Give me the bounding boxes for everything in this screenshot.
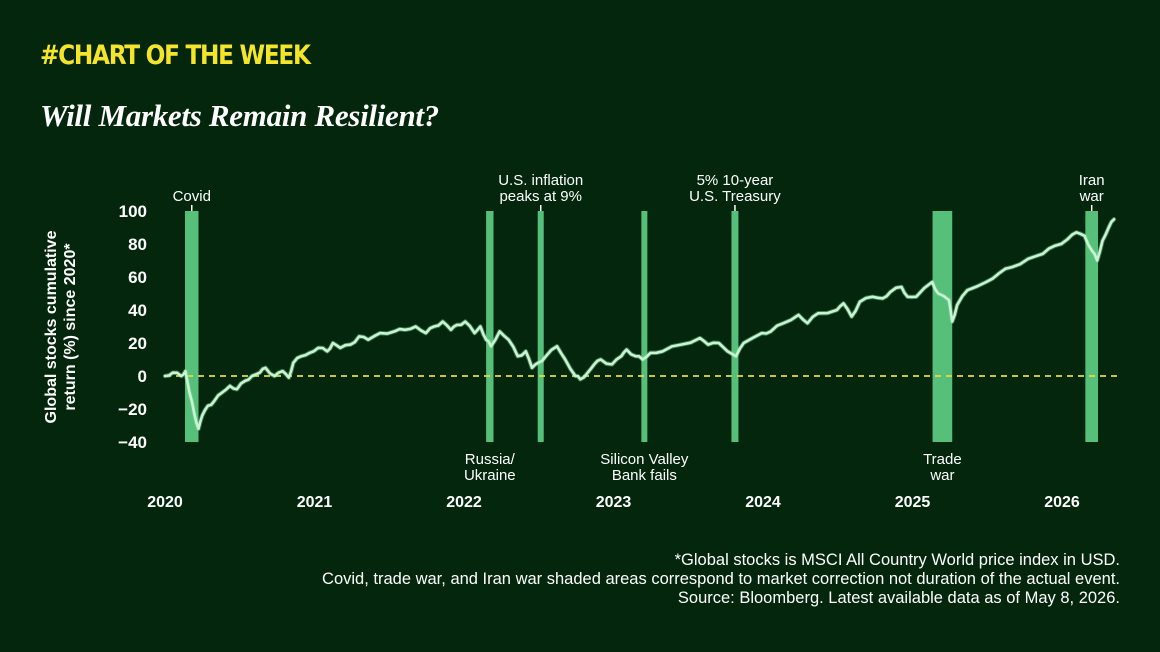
y-tick-label-2: 60 (128, 268, 147, 287)
event-label-2-line-1: peaks at 9% (499, 188, 582, 205)
footnote-index-definition: *Global stocks is MSCI All Country World… (674, 551, 1120, 569)
y-tick-label-7: −40 (118, 433, 147, 452)
footnotes: *Global stocks is MSCI All Country World… (322, 551, 1120, 608)
shaded-periods (185, 211, 1099, 442)
event-label-5-line-1: war (929, 467, 954, 484)
event-label-4-line-0: 5% 10-year (697, 172, 774, 189)
y-axis-label-line-0: Global stocks cumulative (43, 230, 60, 423)
y-tick-label-3: 40 (128, 301, 147, 320)
x-tick-label-2024: 2024 (745, 494, 781, 511)
series-line-0 (163, 218, 1116, 431)
y-axis-label-line-1: return (%) since 2020* (62, 243, 79, 411)
event-label-0-line-0: Covid (173, 188, 211, 205)
shaded-period-5 (932, 211, 953, 442)
event-label-5-line-0: Trade (923, 451, 962, 468)
y-axis-ticks: 100 80 60 40 20 0 −20 −40 (118, 202, 147, 452)
x-tick-label-2022: 2022 (446, 494, 482, 511)
y-tick-label-5: 0 (138, 367, 147, 386)
footnote-source: Source: Bloomberg. Latest available data… (677, 589, 1120, 607)
shaded-period-2 (537, 211, 544, 442)
y-axis-label: Global stocks cumulative return (%) since… (43, 230, 79, 423)
shaded-period-1 (486, 211, 494, 442)
page-title: Will Markets Remain Resilient? (40, 98, 439, 133)
kicker-chart-of-the-week: #CHART OF THE WEEK (40, 40, 311, 71)
footnote-shading-note: Covid, trade war, and Iran war shaded ar… (322, 570, 1120, 588)
y-tick-label-6: −20 (118, 400, 147, 419)
event-label-6-line-0: Iran (1079, 172, 1105, 189)
x-tick-label-2020: 2020 (147, 494, 183, 511)
shaded-period-6 (1085, 211, 1099, 442)
x-tick-label-2021: 2021 (297, 494, 333, 511)
x-axis-ticks: 2020 2021 2022 2023 2024 2025 2026 (147, 494, 1080, 511)
event-label-1-line-1: Ukraine (464, 467, 516, 484)
x-tick-label-2026: 2026 (1044, 494, 1080, 511)
x-tick-label-2025: 2025 (895, 494, 931, 511)
x-tick-label-2023: 2023 (596, 494, 632, 511)
series-line-glow-0 (162, 217, 1117, 432)
event-label-6-line-1: war (1079, 188, 1104, 205)
series-layer (162, 217, 1117, 432)
event-label-1-line-0: Russia/ (465, 451, 516, 468)
event-label-3-line-1: Bank fails (612, 467, 677, 484)
event-label-4-line-1: U.S. Treasury (689, 188, 781, 205)
y-tick-label-4: 20 (128, 334, 147, 353)
y-tick-label-0: 100 (119, 202, 147, 221)
shaded-period-4 (731, 211, 739, 442)
shaded-period-3 (641, 211, 648, 442)
event-label-3-line-0: Silicon Valley (600, 451, 689, 468)
y-tick-label-1: 80 (128, 235, 147, 254)
event-label-2-line-0: U.S. inflation (498, 172, 583, 189)
